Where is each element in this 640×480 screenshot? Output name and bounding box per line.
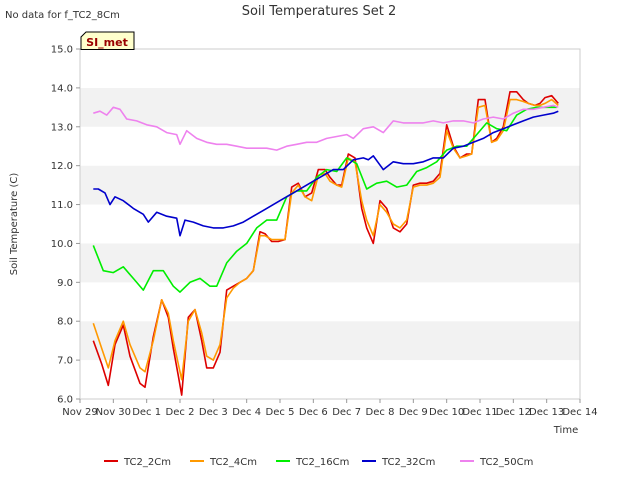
y-tick-label: 10.0 [51,239,73,250]
y-tick-label: 15.0 [51,45,73,56]
series-line-tc2-4cm [92,98,559,381]
y-tick-label: 14.0 [51,83,73,94]
site-badge-label: SI_met [86,36,128,49]
x-tick-label: Nov 29 [62,407,97,418]
series-line-tc2-50cm [93,104,559,151]
x-tick-label: Dec 2 [166,407,195,418]
site-badge: SI_met [80,31,135,50]
x-tick-label: Nov 30 [96,407,131,418]
grid-band [80,360,580,399]
legend: TC2_2Cm TC2_4Cm TC2_16Cm TC2_32Cm TC2_50Cm [104,457,533,468]
grid-band [80,87,580,127]
series-line-tc2-32cm [93,110,559,237]
y-tick-label: 7.0 [57,356,73,367]
no-data-note: No data for f_TC2_8Cm [5,10,120,21]
grid-band [80,204,580,244]
grid-band [80,126,580,166]
grid-band [80,321,580,361]
grid-bands [80,49,580,399]
x-axis-label: Time [553,425,578,436]
legend-label: TC2_4Cm [209,457,257,468]
x-tick-label: Dec 11 [462,407,497,418]
x-tick-label: Dec 3 [199,407,228,418]
series-line-tc2-16cm [92,106,557,293]
y-tick-label: 11.0 [51,200,73,211]
grid-band [80,243,580,283]
x-tick-label: Dec 8 [366,407,395,418]
grid-band [80,49,580,88]
chart-title: Soil Temperatures Set 2 [242,4,397,19]
y-tick-label: 8.0 [57,317,73,328]
x-tick-label: Dec 13 [529,407,564,418]
x-tick-label: Dec 9 [399,407,428,418]
site-badge-shape [80,31,135,50]
x-tick-label: Dec 5 [266,407,295,418]
x-tick-label: Dec 14 [562,407,597,418]
legend-label: TC2_50Cm [479,457,533,468]
y-tick-label: 6.0 [57,395,73,406]
y-axis-label: Soil Temperature (C) [9,173,20,276]
y-tick-label: 9.0 [57,278,73,289]
x-tick-label: Dec 1 [132,407,161,418]
x-tick-label: Dec 6 [299,407,328,418]
x-tick-label: Dec 7 [332,407,361,418]
legend-label: TC2_2Cm [123,457,171,468]
x-tick-label: Dec 12 [496,407,531,418]
series-line-tc2-2cm [92,91,559,396]
y-axis-ticks: 6.0 7.0 8.0 9.0 10.0 11.0 12.0 13.0 14.0 15.0 [51,45,80,406]
grid-band [80,282,580,322]
y-tick-label: 13.0 [51,122,73,133]
plot-frame [79,48,581,400]
legend-label: TC2_16Cm [295,457,349,468]
x-tick-label: Dec 10 [429,407,464,418]
legend-label: TC2_32Cm [381,457,435,468]
series-lines [92,91,559,396]
y-tick-label: 12.0 [51,161,73,172]
x-tick-label: Dec 4 [232,407,261,418]
